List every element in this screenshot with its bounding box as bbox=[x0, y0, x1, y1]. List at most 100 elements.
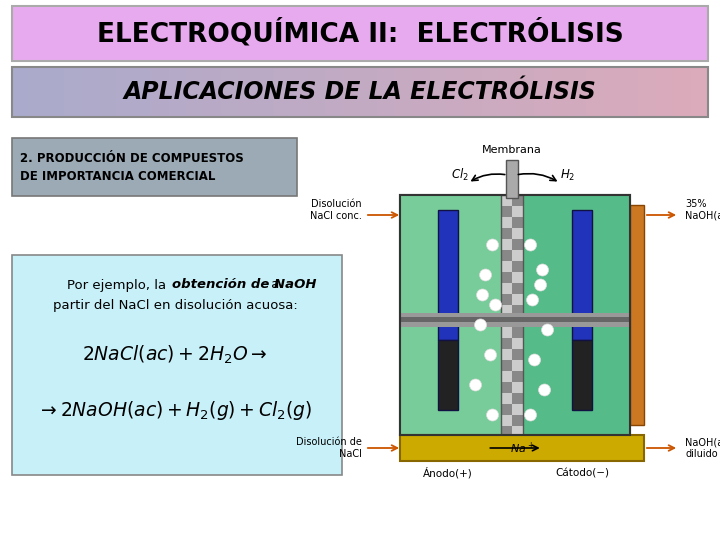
Bar bbox=[500, 382, 511, 393]
Bar bbox=[511, 426, 523, 437]
Bar bbox=[569, 67, 588, 117]
Bar bbox=[500, 426, 511, 437]
Bar bbox=[307, 67, 326, 117]
Bar bbox=[400, 195, 510, 435]
Text: $Cl_2$: $Cl_2$ bbox=[451, 167, 469, 183]
Circle shape bbox=[525, 239, 536, 251]
Bar bbox=[343, 67, 361, 117]
Circle shape bbox=[528, 354, 541, 366]
Bar bbox=[511, 382, 523, 393]
Text: $\rightarrow 2NaOH(ac)+H_2(g)+Cl_2(g)$: $\rightarrow 2NaOH(ac)+H_2(g)+Cl_2(g)$ bbox=[37, 399, 312, 422]
Text: 35%
NaOH(ac): 35% NaOH(ac) bbox=[685, 199, 720, 221]
Text: $2NaCl(ac)+2H_2O\rightarrow$: $2NaCl(ac)+2H_2O\rightarrow$ bbox=[82, 344, 268, 366]
Bar bbox=[630, 205, 644, 425]
Bar bbox=[500, 338, 511, 349]
Bar bbox=[12, 6, 708, 61]
Bar bbox=[500, 305, 511, 316]
Circle shape bbox=[487, 239, 498, 251]
Text: Disolución
NaCl conc.: Disolución NaCl conc. bbox=[310, 199, 362, 221]
Bar bbox=[290, 67, 309, 117]
Circle shape bbox=[474, 319, 487, 331]
Circle shape bbox=[534, 279, 546, 291]
Bar bbox=[500, 250, 511, 261]
Bar bbox=[186, 67, 204, 117]
Bar bbox=[511, 360, 523, 371]
Bar bbox=[586, 67, 605, 117]
Bar bbox=[511, 228, 523, 239]
Circle shape bbox=[541, 324, 554, 336]
Bar bbox=[447, 67, 465, 117]
Text: obtención de NaOH: obtención de NaOH bbox=[172, 279, 317, 292]
Bar bbox=[500, 195, 523, 435]
Bar bbox=[500, 228, 511, 239]
Text: NaOH(ac)
diluido: NaOH(ac) diluido bbox=[685, 437, 720, 459]
Bar bbox=[500, 283, 511, 294]
Bar bbox=[395, 67, 413, 117]
Bar bbox=[117, 67, 135, 117]
Bar bbox=[500, 206, 511, 217]
Text: Disolución de
NaCl: Disolución de NaCl bbox=[296, 437, 362, 459]
Text: $Na^+$: $Na^+$ bbox=[510, 440, 534, 456]
Text: Ánodo(+): Ánodo(+) bbox=[423, 467, 473, 479]
Text: $H_2$: $H_2$ bbox=[560, 167, 575, 183]
Bar bbox=[534, 67, 552, 117]
Circle shape bbox=[536, 264, 549, 276]
Bar bbox=[603, 67, 622, 117]
Circle shape bbox=[485, 349, 497, 361]
Circle shape bbox=[477, 289, 489, 301]
Bar bbox=[511, 272, 523, 283]
Circle shape bbox=[539, 384, 551, 396]
Bar bbox=[511, 206, 523, 217]
Text: Membrana: Membrana bbox=[482, 145, 541, 155]
Text: ELECTROQUÍMICA II:  ELECTRÓLISIS: ELECTROQUÍMICA II: ELECTRÓLISIS bbox=[96, 19, 624, 47]
Bar bbox=[511, 283, 523, 294]
Bar bbox=[238, 67, 256, 117]
Bar bbox=[500, 404, 511, 415]
Text: 2. PRODUCCIÓN DE COMPUESTOS: 2. PRODUCCIÓN DE COMPUESTOS bbox=[20, 152, 244, 165]
Bar bbox=[511, 338, 523, 349]
Bar bbox=[500, 371, 511, 382]
Text: Por ejemplo, la: Por ejemplo, la bbox=[67, 279, 170, 292]
Bar bbox=[500, 316, 511, 327]
Bar bbox=[438, 210, 458, 340]
Bar bbox=[500, 349, 511, 360]
Bar bbox=[500, 327, 511, 338]
Bar bbox=[673, 67, 692, 117]
Bar bbox=[400, 195, 630, 435]
Bar bbox=[500, 415, 511, 426]
Circle shape bbox=[490, 299, 502, 311]
Bar bbox=[99, 67, 117, 117]
Bar bbox=[500, 261, 511, 272]
Bar bbox=[511, 415, 523, 426]
Bar bbox=[621, 67, 639, 117]
Bar bbox=[656, 67, 674, 117]
Bar bbox=[500, 239, 511, 250]
Bar bbox=[511, 404, 523, 415]
Circle shape bbox=[487, 409, 498, 421]
Bar bbox=[690, 67, 709, 117]
Bar bbox=[400, 195, 630, 435]
Bar bbox=[511, 217, 523, 228]
Bar bbox=[500, 195, 511, 206]
Bar bbox=[168, 67, 187, 117]
Text: APLICACIONES DE LA ELECTRÓLISIS: APLICACIONES DE LA ELECTRÓLISIS bbox=[124, 80, 596, 104]
Bar bbox=[511, 393, 523, 404]
Bar bbox=[511, 239, 523, 250]
Bar bbox=[500, 393, 511, 404]
Text: a: a bbox=[267, 279, 279, 292]
Bar bbox=[30, 67, 48, 117]
Bar bbox=[500, 272, 511, 283]
Bar bbox=[511, 261, 523, 272]
Bar bbox=[464, 67, 483, 117]
Bar bbox=[47, 67, 66, 117]
Bar bbox=[325, 67, 343, 117]
Text: Cátodo(−): Cátodo(−) bbox=[555, 468, 609, 478]
Bar bbox=[412, 67, 431, 117]
Circle shape bbox=[469, 379, 482, 391]
Bar bbox=[511, 327, 523, 338]
Bar bbox=[511, 349, 523, 360]
Bar bbox=[360, 67, 379, 117]
Bar bbox=[273, 67, 292, 117]
Bar bbox=[516, 67, 535, 117]
Bar bbox=[511, 305, 523, 316]
